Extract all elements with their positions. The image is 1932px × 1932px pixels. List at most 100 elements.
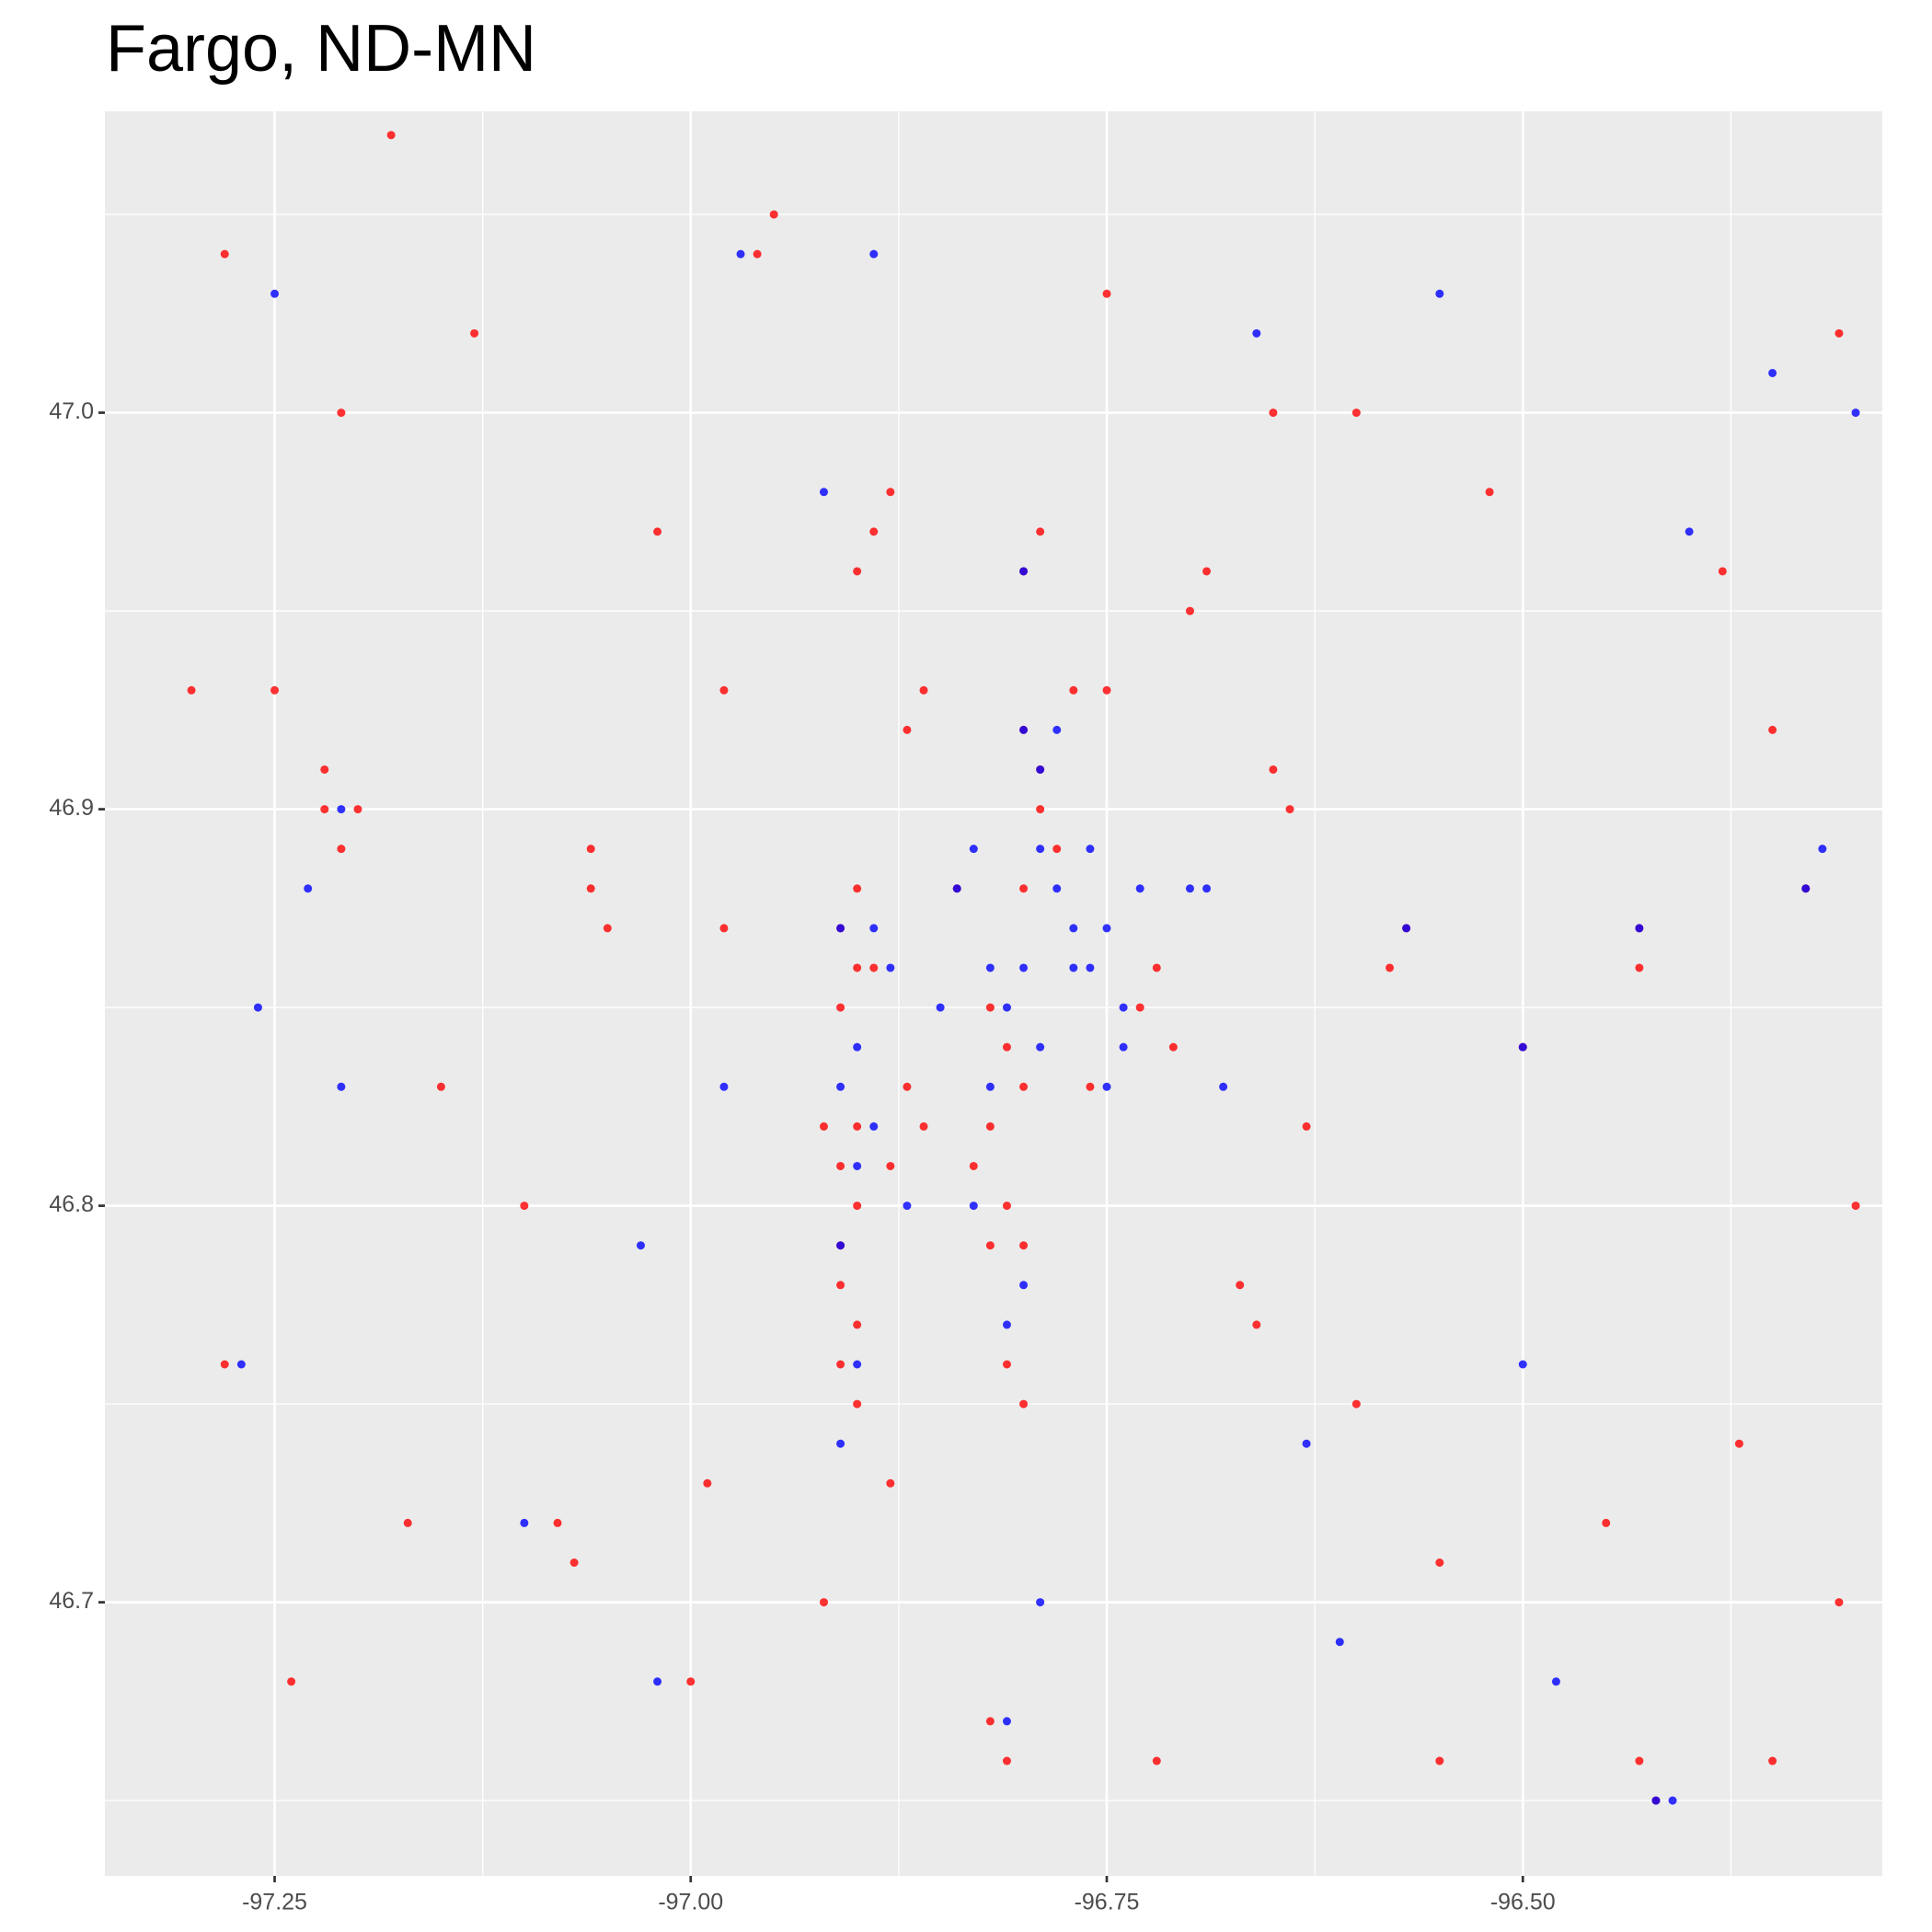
point [903,1202,912,1211]
point [1152,963,1161,972]
point [1551,1677,1560,1686]
point [836,1360,845,1369]
point [1252,328,1261,338]
point [853,1399,862,1409]
point [520,1518,529,1527]
point [653,527,662,536]
point [853,567,862,576]
point [736,249,745,259]
point [1302,1439,1311,1448]
y-tick-label: 46.7 [49,1588,94,1614]
point [1402,924,1411,933]
point [1052,884,1062,893]
point [1718,567,1727,576]
point [569,1558,579,1568]
point [470,328,479,338]
point [969,845,978,854]
point [853,1121,862,1131]
point [436,1082,445,1091]
point [337,1082,346,1091]
point [1351,1399,1361,1409]
point [985,1003,995,1012]
point [1269,765,1278,774]
point [1019,725,1029,734]
point [220,249,229,259]
point [1019,884,1029,893]
point [1285,805,1294,814]
point [1002,1202,1011,1211]
point [836,1161,845,1170]
plot-panel [105,111,1882,1876]
point [985,1082,995,1091]
point [1102,289,1111,298]
point [1069,924,1078,933]
point [337,845,346,854]
point [1602,1518,1611,1527]
point [1036,1042,1045,1052]
point [686,1677,696,1686]
point [719,924,729,933]
point [1002,1320,1011,1329]
point [1086,963,1095,972]
point [1801,884,1811,893]
point [1834,1598,1844,1607]
point [1168,1042,1178,1052]
point [919,685,928,695]
point [337,805,346,814]
point [1818,845,1827,854]
point [1069,963,1078,972]
point [320,765,329,774]
point [1518,1360,1527,1369]
y-tick-label: 47.0 [49,398,94,424]
point [1734,1439,1743,1448]
point [853,1320,862,1329]
point [869,963,879,972]
point [187,685,196,695]
x-tick-label: -96.75 [1075,1890,1140,1915]
point [719,685,729,695]
point [553,1518,562,1527]
point [886,963,895,972]
point [1435,289,1444,298]
point [836,1003,845,1012]
x-tick-label: -97.00 [658,1890,723,1915]
point [853,963,862,972]
point [836,1281,845,1290]
point [1202,567,1212,576]
point [853,884,862,893]
point [403,1518,412,1527]
point [1036,1598,1045,1607]
point [287,1677,296,1686]
point [1002,1756,1011,1765]
point [1768,725,1777,734]
point [1302,1121,1311,1131]
point [1351,408,1361,418]
point [1002,1717,1011,1726]
point [1019,963,1029,972]
y-tick-label: 46.8 [49,1191,94,1217]
point [236,1360,246,1369]
point [1635,1756,1644,1765]
point [520,1202,529,1211]
point [836,1082,845,1091]
point [636,1241,645,1250]
point [836,924,845,933]
point [1202,884,1212,893]
point [586,845,595,854]
point [1036,765,1045,774]
point [1518,1042,1527,1052]
point [320,805,329,814]
point [703,1478,712,1488]
point [886,488,895,497]
y-tick-label: 46.9 [49,795,94,821]
point [1002,1360,1011,1369]
point [1152,1756,1161,1765]
point [1002,1003,1011,1012]
chart-title: Fargo, ND-MN [106,12,536,86]
point [1851,408,1860,418]
point [1236,1281,1245,1290]
point [1834,328,1844,338]
point [1386,963,1395,972]
point [903,1082,912,1091]
point [853,1042,862,1052]
